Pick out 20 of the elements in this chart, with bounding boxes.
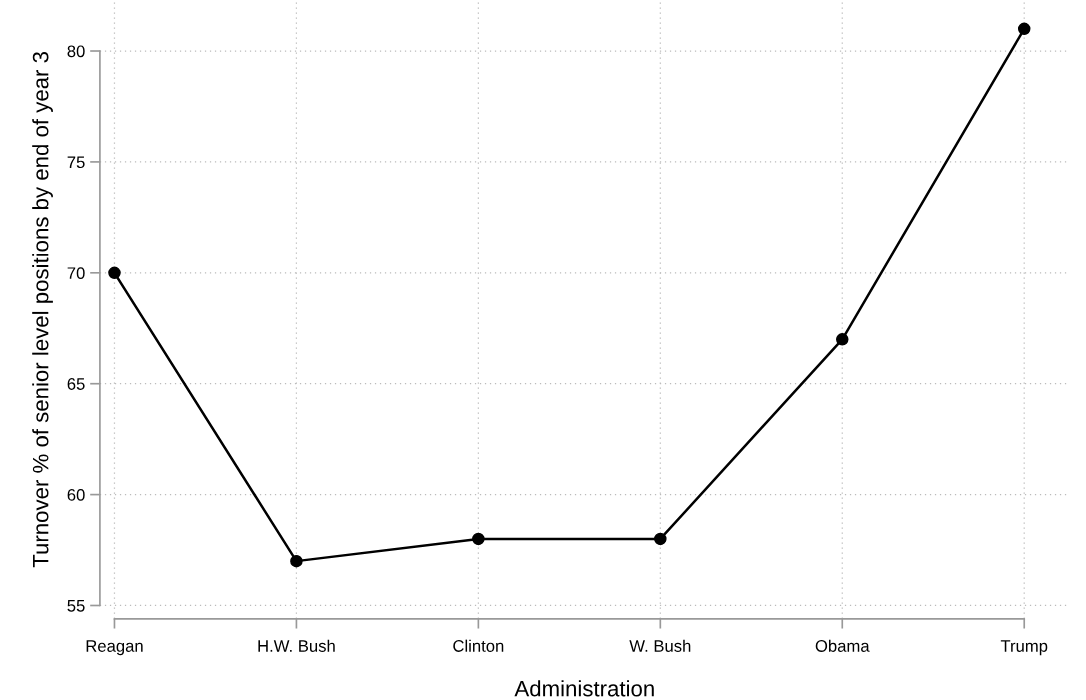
x-axis-title: Administration xyxy=(514,680,654,697)
x-tick-label: H.W. Bush xyxy=(258,639,335,652)
point xyxy=(1017,22,1031,36)
x-tick-label: W. Bush xyxy=(629,639,691,652)
point xyxy=(472,532,485,546)
y-tick-label: 55 xyxy=(67,600,85,612)
point xyxy=(654,532,667,546)
point xyxy=(108,266,121,280)
y-tick-label: 60 xyxy=(67,489,85,501)
y-tick-label: 70 xyxy=(67,267,85,280)
x-tick-label: Trump xyxy=(1000,640,1048,656)
x-tick-label: Clinton xyxy=(453,639,504,652)
point xyxy=(290,554,303,568)
point xyxy=(836,333,849,346)
y-tick-label: 65 xyxy=(67,378,85,390)
y-axis-title: Turnover % of senior level positions by end of year 3 xyxy=(32,52,53,568)
x-tick-label: Obama xyxy=(815,639,870,652)
x-tick-label: Reagan xyxy=(86,640,143,656)
y-tick-label: 75 xyxy=(67,156,85,169)
y-tick-label: 80 xyxy=(67,45,85,58)
